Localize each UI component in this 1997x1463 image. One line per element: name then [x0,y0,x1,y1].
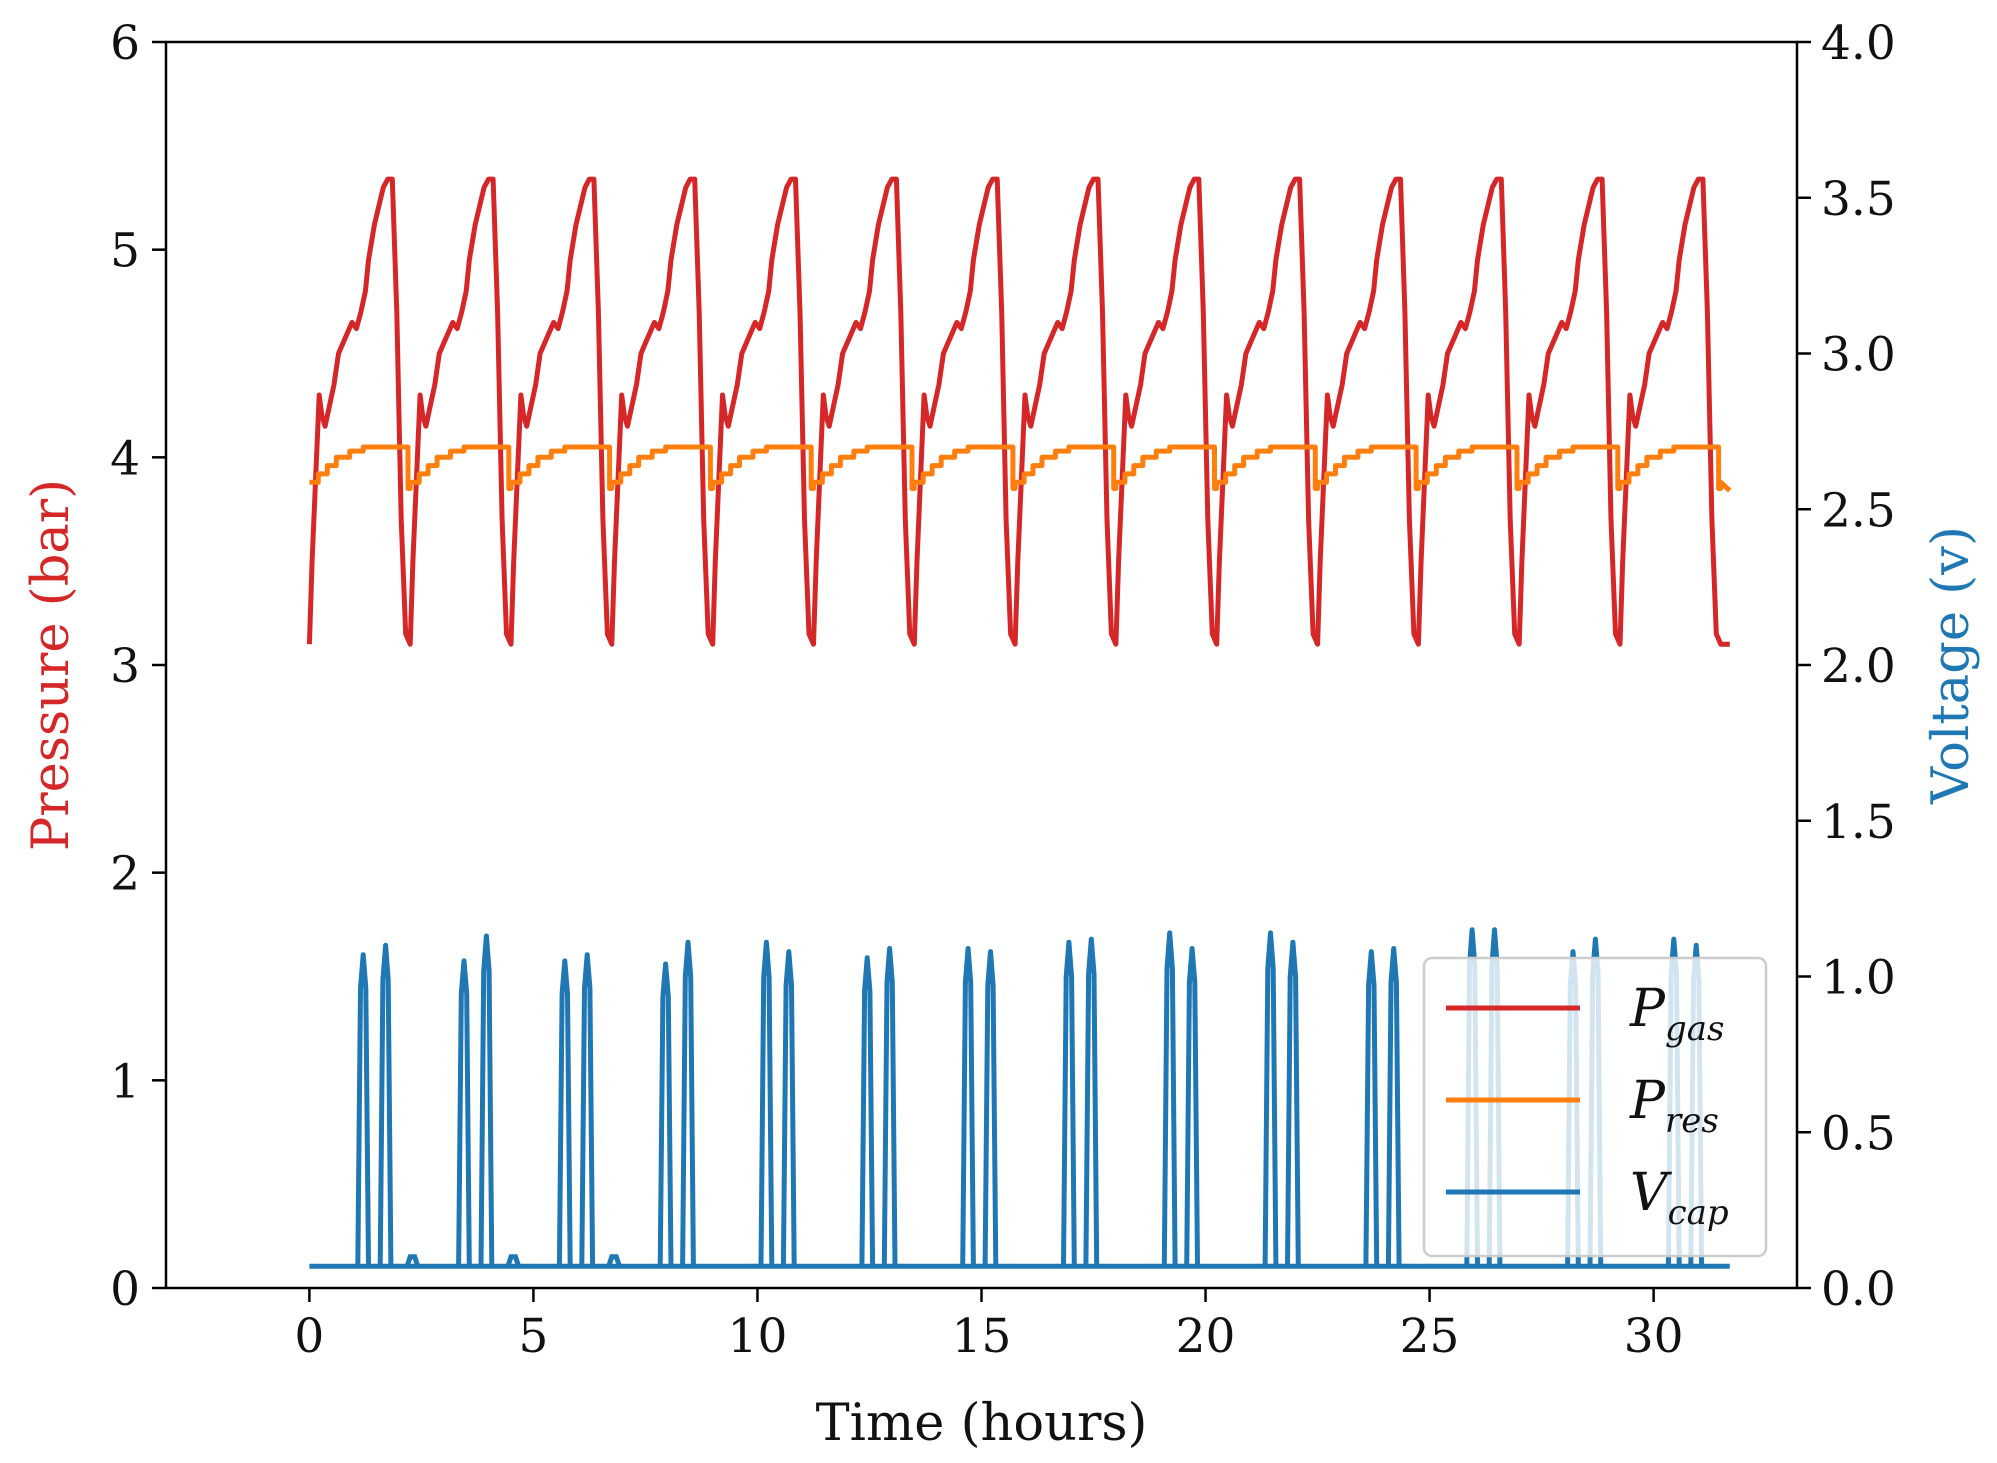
v-cap-spike [478,933,495,1267]
x-tick-label: 20 [1176,1309,1236,1364]
v-cap-spike [881,946,898,1267]
legend-label-sub: gas [1665,1009,1724,1049]
v-cap-spike [780,949,797,1267]
x-axis-title: Time (hours) [816,1394,1148,1453]
y-left-tick-label: 5 [110,224,140,279]
v-cap-spike [1184,946,1200,1267]
v-cap-spike [579,952,596,1267]
v-cap-bump [505,1254,521,1267]
v-cap-spike [1363,949,1380,1267]
y-right-tick-label: 0.5 [1821,1106,1896,1161]
v-cap-spike [680,939,696,1267]
y-left-tick-label: 4 [110,431,140,486]
y-right-tick-label: 3.0 [1821,328,1896,383]
v-cap-spike [982,949,999,1267]
v-cap-spike [1385,946,1402,1267]
legend-label: Vcap [1630,1163,1729,1233]
y-right-tick-label: 1.0 [1821,951,1896,1006]
legend-label-main: P [1629,1071,1666,1131]
x-tick-label: 30 [1624,1309,1684,1364]
v-cap-spike [960,946,976,1267]
v-cap-spike [1083,936,1100,1267]
v-cap-bump [606,1254,622,1268]
y-right-tick-label: 3.5 [1821,172,1896,227]
y-right-axis-title: Voltage (v) [1922,526,1981,805]
v-cap-bump [404,1254,421,1267]
y-left-tick-label: 3 [110,639,140,694]
v-cap-spike [859,955,876,1267]
x-tick-label: 25 [1400,1309,1460,1364]
v-cap-spike [1061,939,1077,1267]
legend-label-main: P [1629,979,1666,1039]
y-right-tick-label: 2.0 [1821,639,1896,694]
v-cap-spike [1161,930,1178,1267]
axes-layer: 0 5 10 15 20 25 30 0 1 2 3 4 5 6 0.0 0.5 1.0 1.5 2.0 2.5 3.0… [22,16,1981,1453]
y-right-tick-label: 2.5 [1821,483,1896,538]
v-cap-spike [377,942,394,1267]
x-tick-label: 15 [952,1309,1012,1364]
series-p-res [309,444,1732,493]
y-right-tick-label: 4.0 [1821,16,1896,71]
legend-label-sub: res [1665,1101,1719,1141]
legend-box [1422,956,1768,1258]
y-left-tick-label: 1 [110,1054,140,1109]
v-cap-spike [657,961,674,1267]
v-cap-spike [758,939,775,1267]
v-cap-spike [1285,939,1301,1267]
x-tick-label: 5 [518,1309,548,1364]
legend-label: Pgas [1629,979,1724,1049]
v-cap-spike [355,952,371,1267]
series-p-gas [306,176,1730,647]
v-cap-spike [456,958,472,1267]
y-left-tick-label: 0 [110,1262,140,1317]
y-right-tick-label: 0.0 [1821,1262,1896,1317]
v-cap-spike [556,958,573,1267]
legend-label-sub: cap [1668,1193,1729,1233]
x-tick-label: 0 [294,1309,324,1364]
v-cap-spike [1262,930,1279,1267]
y-left-tick-label: 2 [110,847,140,902]
x-tick-label: 10 [728,1309,788,1364]
y-left-axis-title: Pressure (bar) [22,479,81,851]
y-right-tick-label: 1.5 [1821,795,1896,850]
legend-label: Pres [1629,1071,1719,1141]
legend-label-main: V [1630,1163,1672,1223]
y-left-tick-label: 6 [110,16,140,71]
